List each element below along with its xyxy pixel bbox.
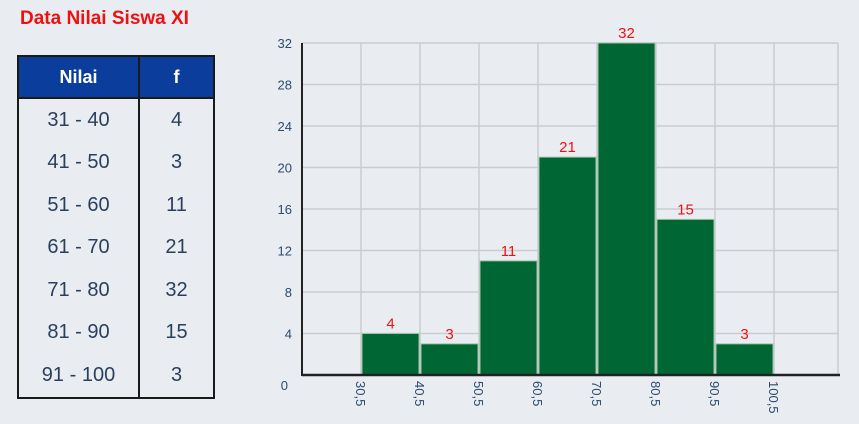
bar-data-label: 3 [445, 326, 453, 343]
x-tick-label: 50,5 [471, 381, 486, 406]
cell-f: 21 [165, 236, 188, 259]
x-tick-label: 60,5 [530, 381, 545, 406]
x-tick-label: 80,5 [648, 381, 663, 406]
histogram-bar [479, 260, 538, 376]
bar-data-label: 3 [740, 326, 748, 343]
bar-data-label: 21 [559, 139, 576, 156]
histogram-bar [597, 42, 656, 376]
table-row: 51 - 60 11 [18, 184, 214, 227]
cell-f: 11 [166, 193, 187, 216]
x-tick-label: 100,5 [766, 381, 781, 414]
y-tick-label: 8 [285, 285, 292, 300]
cell-nilai: 61 - 70 [18, 226, 140, 269]
bar-data-label: 15 [677, 201, 694, 218]
x-tick-label: 40,5 [412, 381, 427, 406]
cell-nilai: 31 - 40 [18, 98, 140, 142]
histogram-bar [420, 343, 479, 376]
y-tick-label: 4 [285, 327, 292, 342]
cell-nilai: 41 - 50 [18, 141, 140, 184]
y-tick-label: 20 [278, 161, 292, 176]
bar-data-label: 4 [386, 316, 394, 333]
histogram-bar [538, 156, 597, 376]
histogram-bar [656, 218, 715, 376]
cell-f: 3 [170, 151, 183, 174]
table-row: 71 - 80 32 [18, 269, 214, 312]
y-tick-label: 12 [278, 244, 292, 259]
bar-data-label: 11 [501, 243, 517, 260]
y-tick-label: 16 [278, 202, 292, 217]
header-nilai: Nilai [18, 56, 140, 99]
cell-nilai: 91 - 100 [18, 354, 140, 398]
table-row: 91 - 100 3 [18, 354, 214, 398]
table-row: 41 - 50 3 [18, 141, 214, 184]
cell-f: 4 [170, 108, 183, 131]
histogram-bar [361, 333, 420, 376]
cell-nilai: 81 - 90 [18, 311, 140, 354]
cell-nilai: 71 - 80 [18, 269, 140, 312]
cell-f: 32 [165, 278, 188, 301]
table-row: 31 - 40 4 [18, 98, 214, 142]
y-tick-label: 28 [278, 78, 292, 93]
table-row: 81 - 90 15 [18, 311, 214, 354]
x-tick-label: 90,5 [707, 381, 722, 406]
y-tick-label: 24 [278, 119, 292, 134]
y-tick-label: 32 [278, 36, 292, 51]
y-tick-label: 0 [281, 378, 288, 393]
header-f: f [139, 56, 214, 99]
histogram-bar [715, 343, 774, 376]
cell-nilai: 51 - 60 [18, 184, 140, 227]
x-tick-label: 70,5 [589, 381, 604, 406]
bar-data-label: 32 [618, 25, 635, 42]
table-row: 61 - 70 21 [18, 226, 214, 269]
x-tick-label: 30,5 [353, 381, 368, 406]
frequency-table: Nilai f 31 - 40 4 41 - 50 3 51 - 60 11 61 - 70… [17, 55, 215, 399]
cell-f: 15 [165, 321, 188, 344]
title: Data Nilai Siswa XI [20, 8, 189, 29]
cell-f: 3 [170, 363, 183, 386]
